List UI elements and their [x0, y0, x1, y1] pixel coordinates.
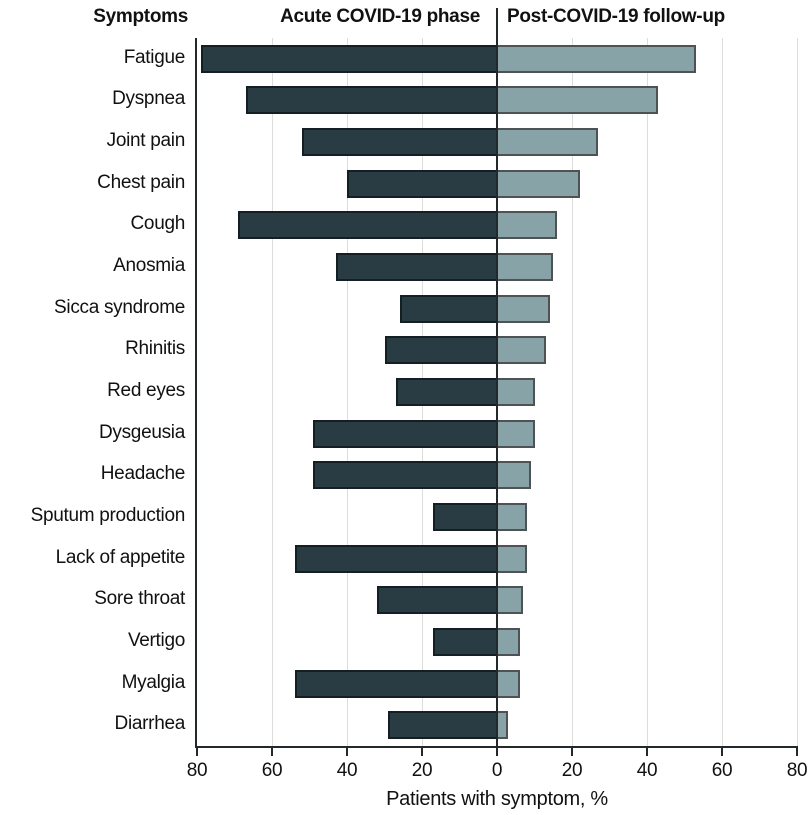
post-bar	[497, 211, 557, 240]
acute-bar	[433, 627, 497, 656]
symptom-label: Headache	[100, 463, 186, 485]
x-axis-tick-label: 20	[411, 760, 433, 781]
gridline	[721, 38, 723, 746]
acute-bar	[313, 461, 497, 490]
x-axis-tick-label: 60	[711, 760, 733, 781]
acute-bar	[335, 253, 497, 282]
x-axis-tick	[196, 748, 198, 756]
symptom-label: Rhinitis	[125, 338, 185, 360]
gridline	[571, 38, 573, 746]
post-bar	[497, 711, 509, 740]
symptom-label: Cough	[130, 213, 186, 235]
post-bar	[497, 669, 520, 698]
acute-bar	[377, 586, 497, 615]
post-bar	[497, 502, 527, 531]
acute-bar	[399, 294, 497, 323]
post-bar	[497, 461, 531, 490]
symptom-label: Anosmia	[113, 255, 185, 277]
acute-bar	[294, 669, 497, 698]
x-axis-tick-label: 0	[491, 760, 503, 781]
symptom-label: Chest pain	[97, 171, 185, 193]
symptom-label: Red eyes	[107, 380, 185, 401]
x-axis-tick-label: 20	[561, 760, 583, 781]
symptom-label: Joint pain	[106, 130, 186, 152]
post-bar	[497, 627, 520, 656]
post-bar	[497, 586, 524, 615]
x-axis-tick-label: 80	[186, 760, 208, 781]
post-bar	[497, 378, 535, 406]
x-axis-line	[195, 746, 798, 748]
post-bar	[497, 86, 659, 115]
post-covid-column-header: Post-COVID-19 follow-up	[507, 6, 725, 27]
acute-bar	[313, 419, 497, 448]
zero-line	[496, 8, 498, 746]
acute-bar	[347, 169, 497, 198]
symptoms-column-header: Symptoms	[93, 6, 188, 27]
post-bar	[497, 253, 554, 282]
symptom-label: Dyspnea	[112, 88, 185, 110]
acute-bar	[294, 544, 497, 573]
symptom-label: Sputum production	[30, 504, 186, 526]
acute-bar	[395, 378, 497, 406]
symptom-label: Lack of appetite	[55, 546, 186, 568]
x-axis-tick-label: 40	[336, 760, 358, 781]
x-axis-title: Patients with symptom, %	[386, 788, 608, 810]
x-axis-tick	[796, 748, 798, 756]
acute-bar	[433, 502, 497, 531]
post-bar	[497, 294, 550, 323]
post-bar	[497, 544, 527, 573]
symptom-label: Vertigo	[127, 629, 185, 651]
symptom-label: Diarrhea	[114, 713, 186, 735]
symptom-label: Sicca syndrome	[54, 296, 185, 318]
x-axis-tick-label: 80	[786, 760, 808, 781]
x-axis-tick-label: 60	[261, 760, 283, 781]
acute-phase-column-header: Acute COVID-19 phase	[280, 6, 480, 27]
gridline	[796, 38, 798, 746]
x-axis-tick	[271, 748, 273, 756]
gridline	[346, 38, 348, 746]
symptom-label: Fatigue	[123, 46, 186, 68]
acute-bar	[238, 211, 497, 240]
x-axis-tick	[346, 748, 348, 756]
symptom-label: Sore throat	[94, 588, 185, 610]
x-axis-tick	[571, 748, 573, 756]
post-bar	[497, 336, 546, 365]
acute-bar	[302, 128, 497, 157]
acute-bar	[245, 86, 497, 115]
acute-bar	[388, 711, 497, 740]
gridline	[646, 38, 648, 746]
acute-bar	[384, 336, 497, 365]
post-bar	[497, 419, 535, 448]
x-axis-tick	[646, 748, 648, 756]
post-bar	[497, 128, 599, 157]
symptom-label: Dysgeusia	[98, 421, 185, 443]
x-axis-tick-label: 40	[636, 760, 658, 781]
symptom-label: Myalgia	[121, 671, 186, 693]
x-axis-tick	[496, 748, 498, 756]
left-axis-line	[195, 38, 197, 746]
post-bar	[497, 169, 580, 198]
acute-bar	[200, 44, 497, 73]
x-axis-tick	[421, 748, 423, 756]
post-bar	[497, 44, 696, 73]
x-axis-tick	[721, 748, 723, 756]
gridline	[271, 38, 273, 746]
